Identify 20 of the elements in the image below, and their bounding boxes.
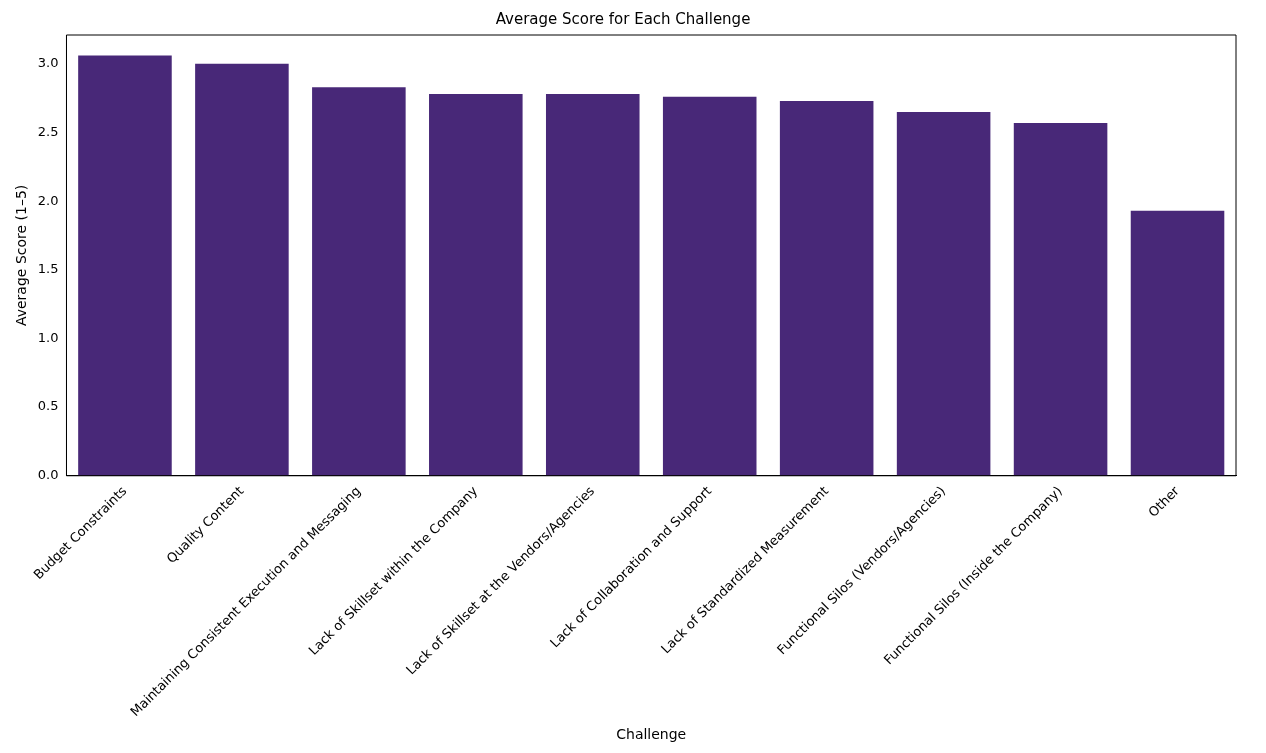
bar [78,55,172,476]
y-tick-label: 1.0 [37,329,59,345]
y-tick-label: 1.5 [37,261,59,277]
y-tick-label: 0.0 [37,467,59,483]
bar [779,100,874,476]
bar [1013,122,1108,476]
y-tick-label: 2.5 [37,123,59,139]
bar [195,63,289,476]
y-tick-label: 2.0 [37,192,59,208]
bar [312,87,406,476]
bar [429,94,523,476]
bar [896,111,991,476]
bar [662,96,757,476]
bar [1130,210,1225,476]
x-axis-title: Challenge [616,726,687,743]
y-tick-label: 0.5 [37,398,59,414]
y-axis-title: Average Score (1–5) [13,184,30,327]
chart-title: Average Score for Each Challenge [495,9,751,28]
y-tick-label: 3.0 [37,55,59,71]
bar [545,94,640,476]
